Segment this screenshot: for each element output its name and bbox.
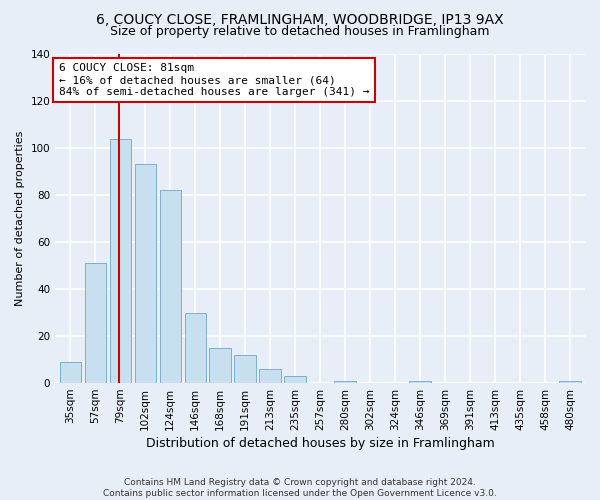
Bar <box>334 380 356 383</box>
Bar <box>409 380 431 383</box>
Bar <box>134 164 156 383</box>
Bar <box>235 355 256 383</box>
Bar <box>59 362 81 383</box>
Text: 6 COUCY CLOSE: 81sqm
← 16% of detached houses are smaller (64)
84% of semi-detac: 6 COUCY CLOSE: 81sqm ← 16% of detached h… <box>59 64 370 96</box>
Bar <box>209 348 231 383</box>
Bar <box>259 369 281 383</box>
Text: Size of property relative to detached houses in Framlingham: Size of property relative to detached ho… <box>110 25 490 38</box>
Bar <box>160 190 181 383</box>
Text: 6, COUCY CLOSE, FRAMLINGHAM, WOODBRIDGE, IP13 9AX: 6, COUCY CLOSE, FRAMLINGHAM, WOODBRIDGE,… <box>96 12 504 26</box>
Text: Contains HM Land Registry data © Crown copyright and database right 2024.
Contai: Contains HM Land Registry data © Crown c… <box>103 478 497 498</box>
Y-axis label: Number of detached properties: Number of detached properties <box>15 131 25 306</box>
Bar <box>185 312 206 383</box>
Bar <box>559 380 581 383</box>
Bar <box>284 376 306 383</box>
X-axis label: Distribution of detached houses by size in Framlingham: Distribution of detached houses by size … <box>146 437 494 450</box>
Bar <box>85 263 106 383</box>
Bar <box>110 138 131 383</box>
